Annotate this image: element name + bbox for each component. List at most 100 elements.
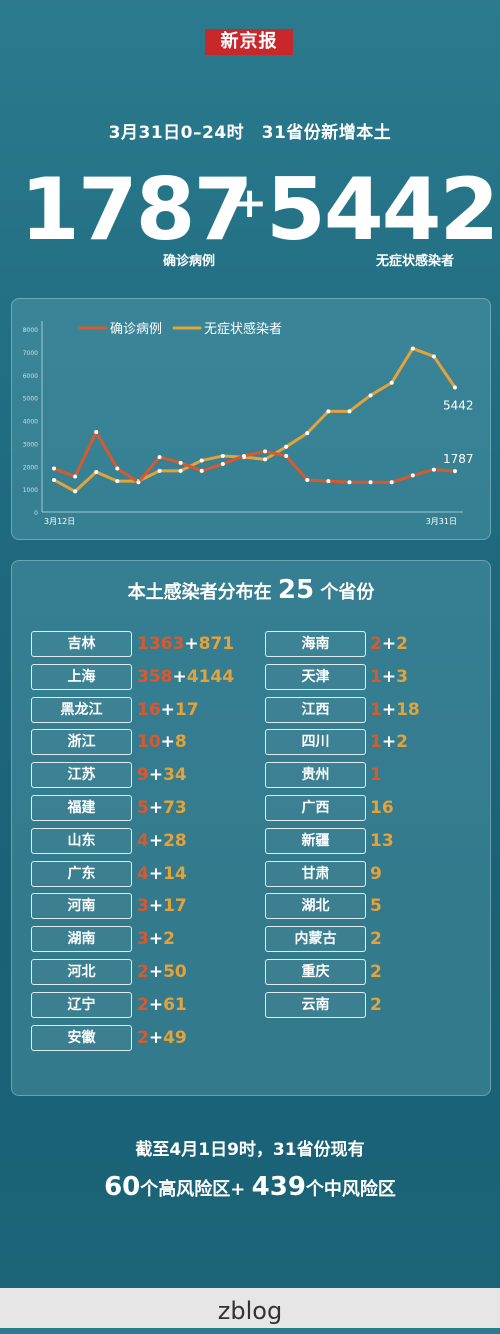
province-name: 辽宁: [31, 991, 132, 1018]
data-point-1-15: [368, 393, 373, 398]
province-name: 广西: [265, 795, 366, 821]
asymptomatic-count: 28: [163, 830, 187, 851]
data-point-1-19: [453, 385, 457, 390]
province-values: 2+49: [137, 1025, 187, 1051]
y-tick-label: 2000: [23, 464, 38, 471]
asymptomatic-count: 2: [396, 732, 408, 753]
confirmed-count: 1: [370, 699, 382, 720]
province-values: 2+2: [370, 631, 408, 657]
asymptomatic-count: 61: [163, 994, 187, 1015]
province-name: 吉林: [31, 631, 132, 657]
x-end-label: 3月31日: [426, 517, 457, 526]
data-point-0-0: [52, 466, 56, 471]
y-tick-label: 8000: [23, 327, 38, 334]
plus-sign: +: [148, 863, 164, 884]
data-point-0-5: [157, 455, 162, 460]
asymptomatic-count: 14: [163, 863, 187, 884]
plus-sign: +: [160, 699, 175, 720]
legend-label-1: 无症状感染者: [204, 321, 282, 337]
province-values: 2: [370, 992, 382, 1018]
data-point-1-12: [305, 431, 310, 436]
plus-sign: +: [184, 634, 199, 654]
data-point-0-9: [241, 453, 246, 458]
data-point-1-6: [178, 468, 183, 473]
asymptomatic-count: 50: [163, 962, 187, 982]
risk-area-summary: 60个高风险区+ 439个中风险区: [0, 1172, 500, 1202]
asymptomatic-count: 4144: [186, 666, 235, 687]
data-point-0-7: [199, 468, 204, 473]
province-values: 358+4144: [137, 664, 234, 690]
asymptomatic-count: 2: [370, 929, 382, 950]
confirmed-count: 3: [137, 896, 149, 917]
data-point-0-13: [326, 479, 331, 484]
asymptomatic-count: 16: [370, 798, 394, 818]
province-values: 3+17: [137, 893, 187, 919]
province-values: 5: [370, 893, 382, 919]
data-point-1-18: [431, 354, 436, 359]
confirmed-count: 1: [370, 666, 382, 687]
data-point-1-16: [389, 380, 394, 385]
province-values: 2+50: [137, 959, 187, 985]
confirmed-total: 1787: [20, 160, 253, 260]
data-point-0-17: [410, 473, 415, 478]
province-name: 贵州: [265, 762, 366, 789]
data-point-0-18: [431, 467, 436, 472]
plus-sign: +: [148, 896, 164, 917]
plus-sign: +: [381, 699, 397, 720]
asymptomatic-count: 3: [396, 666, 408, 687]
risk-area-intro: 截至4月1日9时，31省份现有: [135, 1140, 365, 1160]
province-values: 4+14: [137, 861, 187, 887]
plus-sign: +: [381, 634, 397, 654]
data-point-0-4: [136, 480, 141, 485]
asymptomatic-count: 49: [163, 1027, 187, 1048]
province-values: 2: [370, 959, 382, 985]
data-point-1-11: [284, 444, 289, 449]
confirmed-count: 16: [137, 699, 161, 720]
province-name: 重庆: [265, 959, 366, 985]
asymptomatic-count: 34: [163, 765, 187, 786]
confirmed-label: 确诊病例: [163, 254, 216, 269]
asymptomatic-count: 2: [370, 994, 382, 1015]
data-point-0-2: [94, 429, 99, 434]
confirmed-end-label: 1787: [443, 452, 474, 466]
data-point-0-14: [347, 480, 352, 485]
y-tick-label: 6000: [23, 373, 38, 380]
trend-chart-panel: 0 1000 2000 3000 4000 5000 6000 7000 8000 3月12日 3月…: [11, 298, 491, 540]
data-point-0-11: [284, 453, 289, 458]
data-point-0-19: [453, 469, 457, 474]
data-point-0-8: [220, 461, 225, 466]
confirmed-count: 1363: [137, 634, 185, 654]
province-values: 10+8: [137, 729, 187, 755]
y-tick-label: 1000: [23, 487, 38, 494]
plus-sign: +: [148, 929, 164, 950]
high-risk-count: 60: [104, 1172, 141, 1202]
confirmed-count: 3: [137, 929, 149, 950]
confirmed-count: 4: [137, 863, 149, 884]
data-point-0-16: [389, 480, 394, 485]
confirmed-count: 2: [370, 634, 382, 654]
plus-sign: +: [381, 732, 397, 753]
province-name: 湖南: [31, 926, 132, 953]
series-line-0: [53, 430, 456, 484]
province-values: 1: [370, 762, 382, 788]
data-point-0-6: [178, 460, 183, 465]
asymptomatic-count: 871: [198, 634, 235, 654]
province-values: 13: [370, 828, 394, 854]
data-point-0-15: [368, 480, 373, 485]
asymptomatic-count: 9: [370, 863, 382, 884]
asymptomatic-label: 无症状感染者: [376, 254, 455, 269]
asymptomatic-count: 8: [174, 732, 187, 753]
asymptomatic-total: 5442: [266, 160, 499, 260]
data-point-1-17: [410, 346, 415, 351]
province-name: 甘肃: [265, 860, 366, 887]
asymptomatic-end-label: 5442: [443, 399, 474, 413]
confirmed-count: 4: [137, 830, 149, 851]
asymptomatic-count: 13: [370, 830, 394, 851]
asymptomatic-count: 2: [370, 962, 382, 982]
confirmed-count: 1: [370, 765, 382, 786]
province-values: 3+2: [137, 926, 175, 952]
confirmed-count: 2: [137, 1027, 149, 1048]
data-point-0-10: [263, 449, 268, 454]
distribution-title: 本土感染者分布在 25 个省份: [12, 575, 490, 605]
data-point-1-13: [326, 409, 331, 414]
